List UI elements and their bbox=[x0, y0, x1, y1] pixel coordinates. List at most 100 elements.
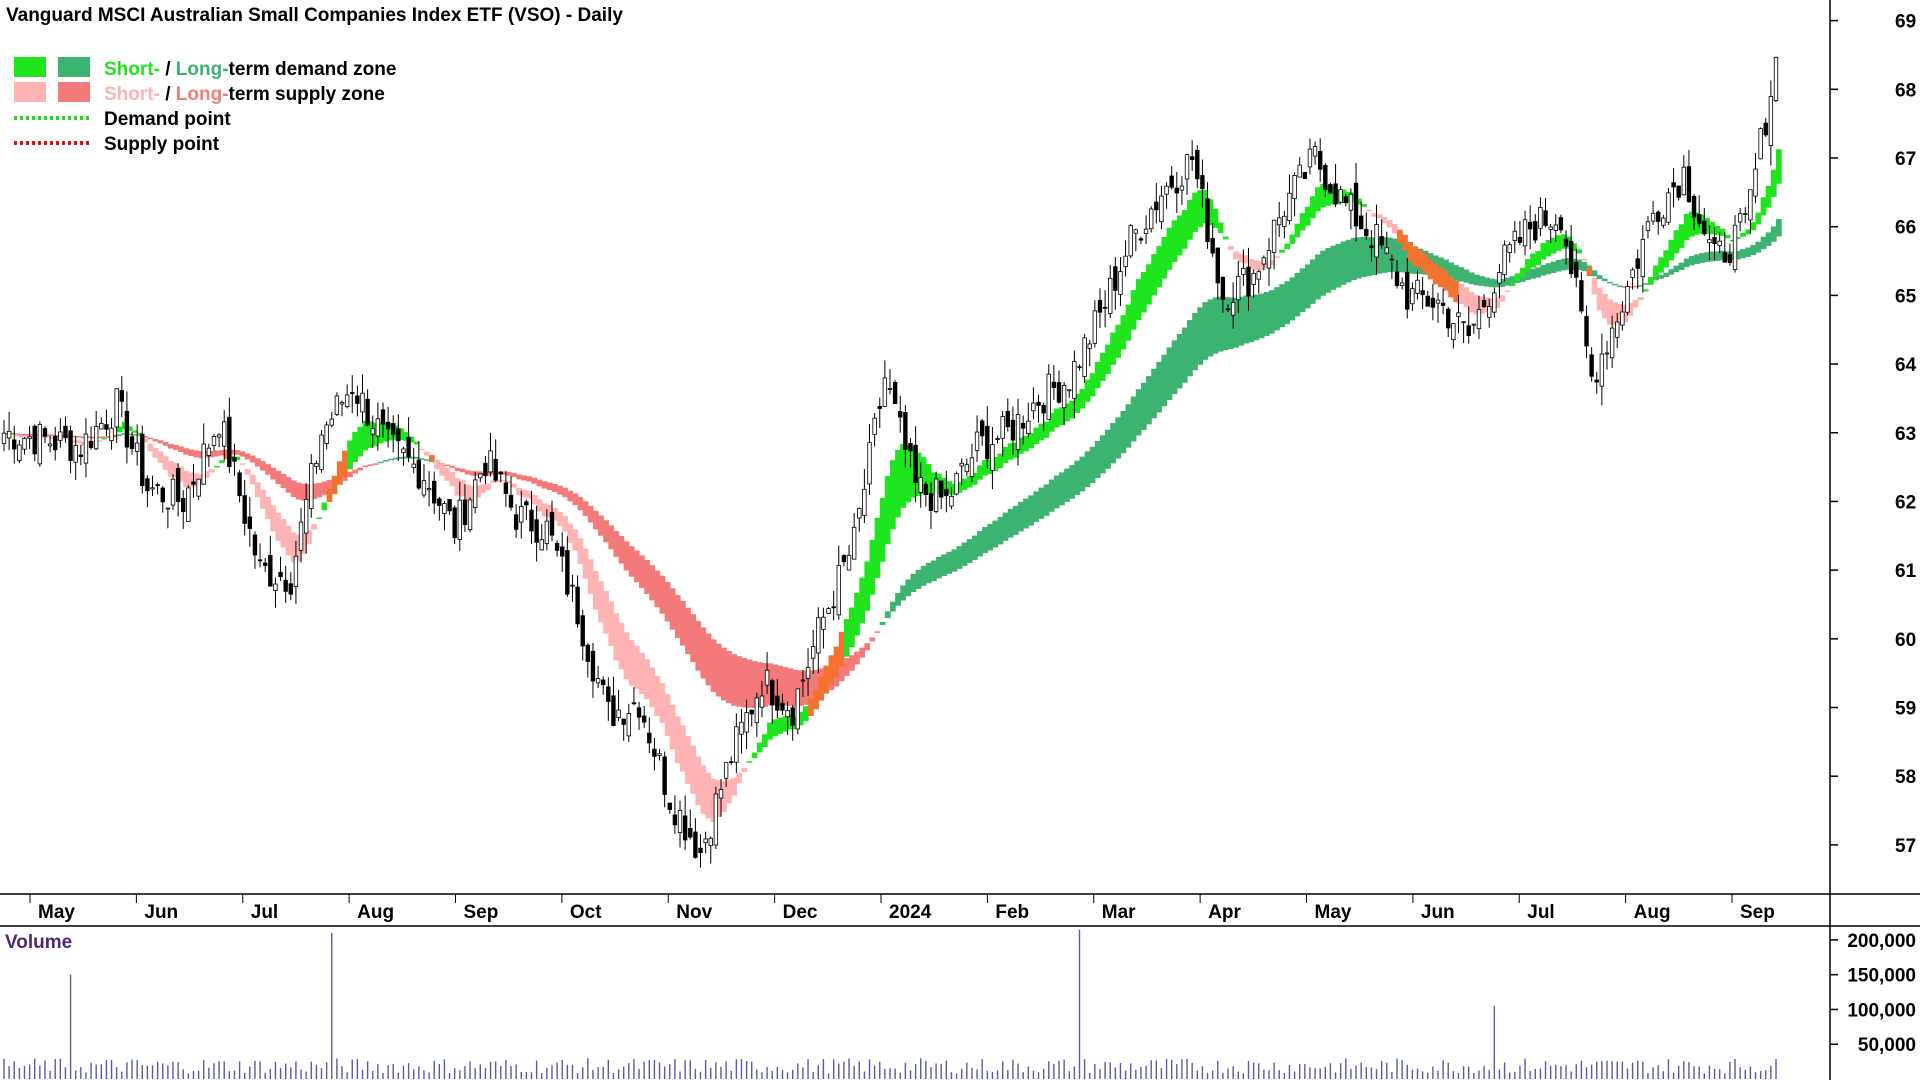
candle-body bbox=[1292, 175, 1297, 199]
candle-body bbox=[1492, 292, 1497, 313]
long-term-zone-segment bbox=[1729, 251, 1736, 261]
candle-body bbox=[1696, 213, 1702, 225]
candle-body bbox=[1, 432, 7, 445]
candle-body bbox=[1384, 247, 1389, 254]
candle-body bbox=[401, 448, 406, 454]
short-term-zone-segment bbox=[1253, 260, 1260, 271]
short-term-zone-segment bbox=[459, 480, 466, 497]
short-term-zone-segment bbox=[239, 463, 246, 465]
candle-body bbox=[1225, 308, 1231, 311]
candle-body bbox=[1712, 236, 1717, 245]
long-term-zone-segment bbox=[101, 436, 108, 438]
x-tick-label: Oct bbox=[570, 902, 602, 923]
candle-body bbox=[1666, 192, 1671, 223]
long-term-zone-segment bbox=[915, 569, 922, 589]
candle-body bbox=[898, 411, 903, 418]
price-tick-label: 69 bbox=[1895, 12, 1916, 33]
candle-body bbox=[1389, 258, 1395, 261]
candle-body bbox=[421, 480, 427, 496]
candle-body bbox=[857, 508, 862, 519]
short-term-zone-segment bbox=[1033, 427, 1040, 445]
short-term-zone-segment bbox=[418, 448, 425, 451]
candle-body bbox=[442, 503, 447, 515]
long-term-zone-segment bbox=[1719, 250, 1726, 261]
candle-body bbox=[754, 697, 760, 724]
long-term-zone-segment bbox=[1683, 258, 1690, 268]
long-term-zone-segment bbox=[761, 663, 768, 707]
long-term-zone-segment bbox=[1606, 281, 1613, 284]
short-term-zone-segment bbox=[1760, 197, 1767, 216]
short-term-zone-segment bbox=[1335, 189, 1342, 205]
long-term-zone-segment bbox=[1130, 396, 1137, 442]
candle-body bbox=[631, 702, 637, 705]
short-term-zone-segment bbox=[1407, 241, 1413, 261]
long-term-zone-segment bbox=[239, 451, 246, 457]
long-term-zone-segment bbox=[664, 581, 671, 622]
candle-body bbox=[908, 443, 913, 452]
candle-body bbox=[544, 520, 550, 544]
short-term-zone-segment bbox=[1545, 239, 1552, 257]
short-term-zone-segment bbox=[372, 422, 379, 447]
long-term-zone-segment bbox=[1663, 272, 1670, 278]
long-term-zone-segment bbox=[459, 468, 466, 473]
candle-body bbox=[227, 416, 232, 468]
short-term-zone-segment bbox=[1094, 361, 1101, 389]
candle-body bbox=[1277, 217, 1282, 226]
long-term-zone-segment bbox=[1402, 242, 1408, 273]
short-term-zone-segment bbox=[1212, 209, 1219, 228]
candle-body bbox=[641, 715, 647, 723]
candle-body bbox=[268, 554, 273, 587]
long-term-zone-segment bbox=[1540, 264, 1547, 276]
short-term-zone-segment bbox=[1402, 234, 1408, 251]
long-term-zone-segment bbox=[659, 575, 666, 614]
candle-body bbox=[933, 478, 939, 512]
short-term-zone-segment bbox=[495, 480, 502, 483]
candle-body bbox=[1471, 323, 1477, 326]
short-term-zone-segment bbox=[265, 497, 271, 520]
short-term-zone-segment bbox=[1284, 243, 1291, 250]
candle-body bbox=[1476, 309, 1482, 330]
price-tick-label: 59 bbox=[1895, 699, 1916, 720]
candle-body bbox=[1609, 327, 1615, 359]
short-term-zone-segment bbox=[1519, 267, 1526, 278]
short-term-zone-segment bbox=[229, 455, 236, 460]
candle-body bbox=[129, 436, 135, 450]
candle-body bbox=[1297, 164, 1302, 178]
short-term-zone-segment bbox=[254, 482, 261, 498]
short-term-zone-segment bbox=[1279, 249, 1285, 253]
candle-body bbox=[1051, 381, 1057, 388]
short-term-zone-segment bbox=[342, 450, 348, 477]
short-term-zone-segment bbox=[1002, 446, 1009, 464]
candle-body bbox=[662, 756, 667, 795]
candle-body bbox=[539, 539, 544, 551]
candle-body bbox=[918, 477, 923, 493]
short-term-zone-segment bbox=[1325, 185, 1332, 206]
short-term-zone-segment bbox=[669, 704, 676, 750]
candle-body bbox=[810, 646, 816, 659]
candle-body bbox=[1497, 272, 1502, 284]
candle-body bbox=[1620, 311, 1625, 326]
candle-body bbox=[964, 464, 970, 473]
candle-body bbox=[1538, 207, 1543, 229]
x-tick-label: Nov bbox=[676, 902, 712, 923]
candle-body bbox=[252, 534, 258, 556]
candle-body bbox=[1773, 57, 1779, 102]
short-term-zone-segment bbox=[357, 426, 364, 457]
short-term-zone-segment bbox=[1412, 246, 1419, 266]
long-term-zone-segment bbox=[869, 637, 876, 642]
candle-body bbox=[145, 478, 150, 492]
short-term-zone-segment bbox=[408, 436, 415, 443]
short-term-zone-segment bbox=[413, 441, 420, 445]
legend-swatch-short bbox=[14, 57, 46, 77]
short-term-zone-segment bbox=[971, 472, 978, 485]
long-term-zone-segment bbox=[1755, 241, 1762, 253]
candle-body bbox=[718, 789, 724, 799]
short-term-zone-segment bbox=[203, 471, 210, 478]
short-term-zone-segment bbox=[167, 461, 174, 477]
long-term-zone-segment bbox=[408, 456, 415, 459]
long-term-zone-segment bbox=[1376, 236, 1383, 274]
candle-body bbox=[585, 644, 591, 662]
long-term-zone-segment bbox=[1253, 294, 1260, 341]
short-term-zone-segment bbox=[65, 437, 72, 440]
long-term-zone-segment bbox=[1735, 250, 1741, 260]
